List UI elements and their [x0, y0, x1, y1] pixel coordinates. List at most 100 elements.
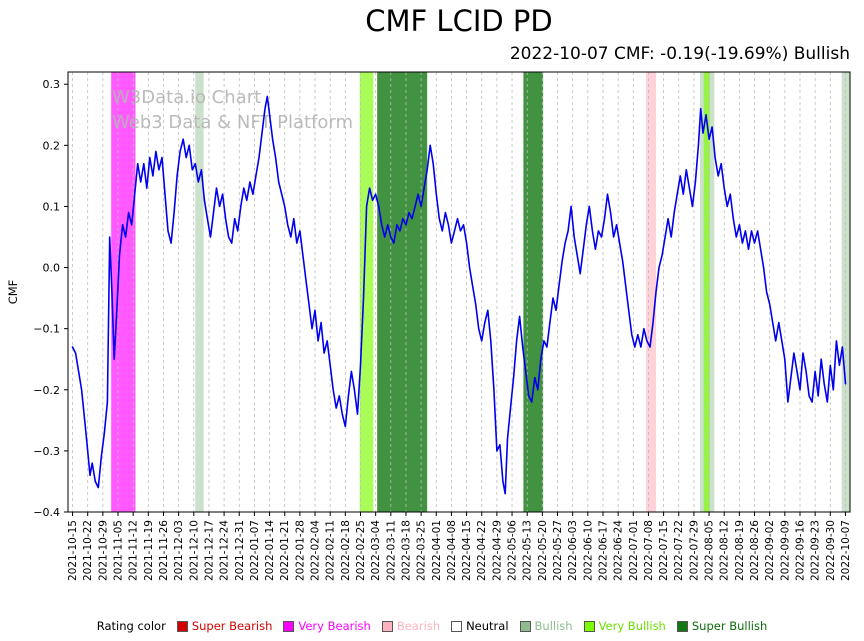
legend-swatch-bearish [381, 620, 393, 632]
x-tick-label: 2021-12-31 [234, 520, 246, 581]
legend-swatch-bullish [519, 620, 531, 632]
x-tick-label: 2022-09-02 [764, 520, 776, 581]
x-tick-label: 2022-04-15 [461, 520, 473, 581]
x-tick-label: 2022-06-24 [613, 520, 625, 581]
x-tick-label: 2022-05-06 [507, 520, 519, 581]
rating-bands [111, 72, 850, 512]
legend-item-super-bullish: Super Bullish [676, 619, 768, 633]
x-tick-label: 2022-07-29 [688, 520, 700, 581]
legend-item-very-bullish: Very Bullish [583, 619, 666, 633]
x-tick-label: 2022-07-08 [643, 520, 655, 581]
rating-band-super_bullish [377, 72, 428, 512]
rating-band-bullish [841, 72, 850, 512]
legend-title: Rating color [96, 619, 166, 633]
rating-band-very_bullish [703, 72, 710, 512]
legend-swatch-very-bearish [283, 620, 295, 632]
legend-label-very-bullish: Very Bullish [598, 619, 666, 633]
gridlines [72, 72, 846, 512]
x-tick-label: 2022-06-03 [567, 520, 579, 581]
rating-band-very_bearish [111, 72, 136, 512]
y-tick-label: −0.2 [33, 384, 60, 397]
x-tick-label: 2021-10-29 [97, 520, 109, 581]
rating-band-bearish [646, 72, 657, 512]
x-tick-label: 2022-06-17 [597, 520, 609, 581]
legend-label-super-bullish: Super Bullish [691, 619, 768, 633]
rating-band-super_bullish [523, 72, 544, 512]
x-tick-label: 2022-08-19 [734, 520, 746, 581]
x-tick-label: 2021-11-05 [113, 520, 125, 581]
legend-swatch-very-bullish [583, 620, 595, 632]
x-tick-label: 2022-09-30 [825, 520, 837, 581]
x-tick-label: 2022-01-21 [279, 520, 291, 581]
y-axis-label: CMF [6, 280, 20, 305]
x-tick-label: 2022-03-04 [370, 520, 382, 581]
x-tick-label: 2022-02-11 [325, 520, 337, 581]
x-tick-label: 2022-08-05 [704, 520, 716, 581]
x-tick-label: 2022-02-04 [310, 520, 322, 581]
x-tick-label: 2022-04-01 [431, 520, 443, 581]
legend-label-bullish: Bullish [534, 619, 573, 633]
legend-items: Super Bearish Very Bearish Bearish Neutral B… [176, 619, 768, 633]
x-tick-label: 2021-12-03 [173, 520, 185, 581]
x-tick-label: 2022-04-08 [446, 520, 458, 581]
x-tick-label: 2021-11-12 [128, 520, 140, 581]
y-tick-label: −0.3 [33, 445, 60, 458]
x-tick-label: 2021-12-10 [188, 520, 200, 581]
x-tick-label: 2022-06-10 [582, 520, 594, 581]
x-axis: 2021-10-15 2021-10-22 2021-10-29 2021-11-05… [67, 512, 852, 581]
legend-item-neutral: Neutral [451, 619, 509, 633]
x-tick-label: 2022-05-13 [522, 520, 534, 581]
x-tick-label: 2022-05-20 [537, 520, 549, 581]
legend-swatch-super-bearish [176, 620, 188, 632]
x-tick-label: 2022-03-18 [400, 520, 412, 581]
rating-legend: Rating color Super Bearish Very Bearish Be… [0, 616, 864, 636]
x-tick-label: 2022-04-22 [476, 520, 488, 581]
y-tick-label: 0.3 [43, 78, 61, 91]
legend-label-neutral: Neutral [466, 619, 509, 633]
legend-item-very-bearish: Very Bearish [283, 619, 371, 633]
x-tick-label: 2021-12-24 [219, 520, 231, 581]
x-tick-label: 2022-09-09 [779, 520, 791, 581]
x-tick-label: 2022-08-12 [719, 520, 731, 581]
y-tick-label: 0.0 [43, 262, 61, 275]
cmf-line-chart: W3Data.io Chart Web3 Data & NFT Platform 0… [6, 71, 852, 581]
x-tick-label: 2021-11-26 [158, 520, 170, 581]
x-tick-label: 2022-07-01 [628, 520, 640, 581]
legend-swatch-neutral [451, 620, 463, 632]
x-tick-label: 2022-07-22 [673, 520, 685, 581]
axes-border [67, 71, 851, 513]
x-tick-label: 2022-10-07 [840, 520, 852, 581]
x-tick-label: 2022-03-11 [385, 520, 397, 581]
x-tick-label: 2022-08-26 [749, 520, 761, 581]
x-tick-label: 2022-02-25 [355, 520, 367, 581]
y-tick-label: 0.1 [43, 200, 61, 213]
cmf-line [71, 95, 847, 495]
legend-label-bearish: Bearish [396, 619, 441, 633]
x-tick-label: 2022-01-28 [294, 520, 306, 581]
x-tick-label: 2022-09-23 [810, 520, 822, 581]
chart-subtitle: 2022-10-07 CMF: -0.19(-19.69%) Bullish [509, 44, 850, 64]
x-tick-label: 2022-01-07 [249, 520, 261, 581]
x-tick-label: 2021-12-17 [203, 520, 215, 581]
x-tick-label: 2022-09-16 [794, 520, 806, 581]
y-tick-label: −0.1 [33, 323, 60, 336]
legend-item-bullish: Bullish [519, 619, 573, 633]
rating-band-bullish [195, 72, 204, 512]
legend-swatch-super-bullish [676, 620, 688, 632]
x-tick-label: 2022-03-25 [416, 520, 428, 581]
x-tick-label: 2022-02-18 [340, 520, 352, 581]
x-tick-label: 2022-05-27 [552, 520, 564, 581]
y-tick-label: −0.4 [33, 506, 60, 519]
rating-band-very_bullish [359, 72, 374, 512]
watermark-line2: Web3 Data & NFT Platform [112, 112, 353, 133]
legend-item-bearish: Bearish [381, 619, 441, 633]
legend-item-super-bearish: Super Bearish [176, 619, 272, 633]
x-tick-label: 2022-04-29 [491, 520, 503, 581]
x-tick-label: 2022-07-15 [658, 520, 670, 581]
legend-label-very-bearish: Very Bearish [298, 619, 371, 633]
watermark-line1: W3Data.io Chart [112, 87, 261, 108]
x-tick-label: 2021-10-22 [82, 520, 94, 581]
x-tick-label: 2021-11-19 [143, 520, 155, 581]
chart-title: CMF LCID PD [365, 4, 553, 38]
x-tick-label: 2021-10-15 [67, 520, 79, 581]
